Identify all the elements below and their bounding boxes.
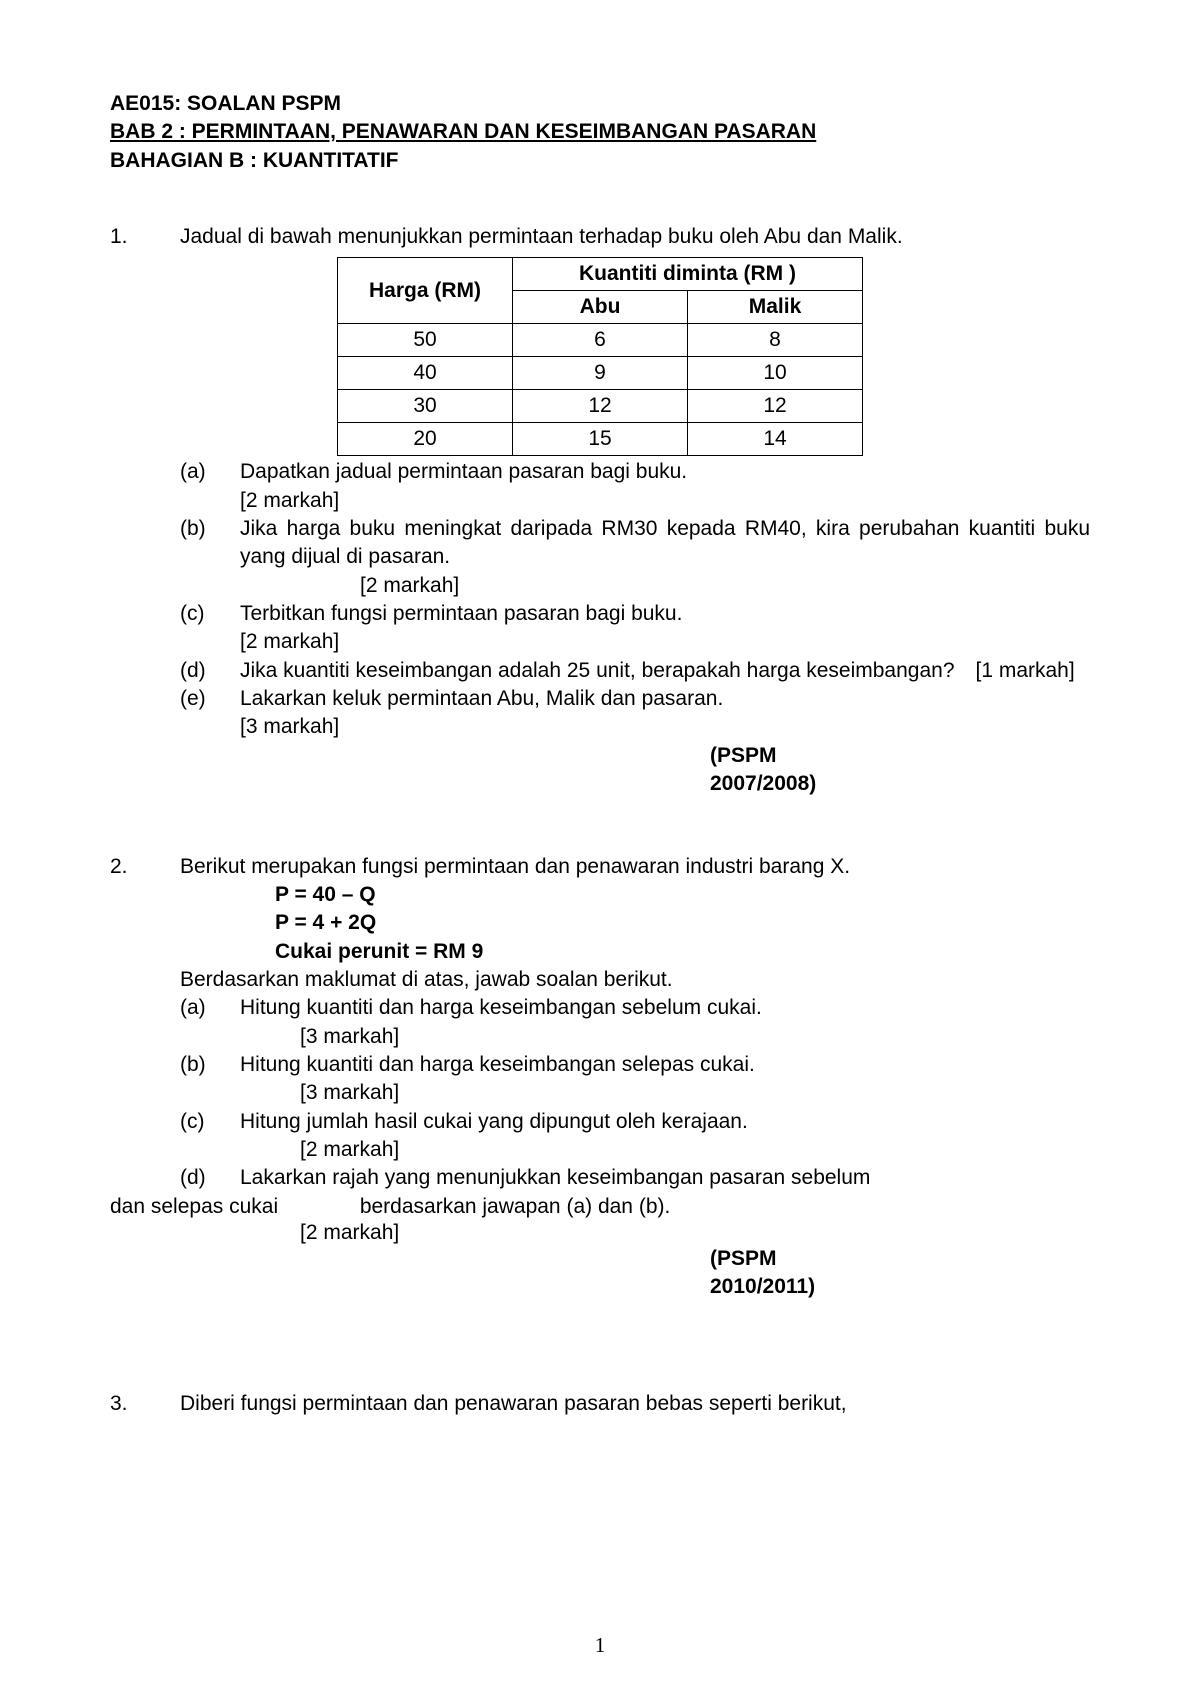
q2-intro-row: 2. Berikut merupakan fungsi permintaan d… xyxy=(110,853,1090,881)
q1-number: 1. xyxy=(110,223,180,251)
q2d-row-line2: dan selepas cukai berdasarkan jawapan (a… xyxy=(110,1193,1090,1221)
q1b-label: (b) xyxy=(180,515,240,600)
q2a-marks: [3 markah] xyxy=(240,1023,1090,1051)
q2-source-line2: 2010/2011) xyxy=(710,1273,1090,1301)
q2c-marks: [2 markah] xyxy=(240,1136,1090,1164)
cell-abu: 6 xyxy=(513,324,688,357)
cell-malik: 8 xyxy=(688,324,863,357)
q1-source-line1: (PSPM xyxy=(710,742,1090,770)
q2c-label: (c) xyxy=(180,1108,240,1165)
cell-malik: 10 xyxy=(688,357,863,390)
cell-harga: 50 xyxy=(338,324,513,357)
header-course: AE015: SOALAN PSPM xyxy=(110,90,1090,118)
q1c-marks: [2 markah] xyxy=(240,628,1090,656)
th-abu: Abu xyxy=(513,291,688,324)
q1d-row: (d) Jika kuantiti keseimbangan adalah 25… xyxy=(110,657,1090,685)
q2a-text: Hitung kuantiti dan harga keseimbangan s… xyxy=(240,994,1090,1022)
q1c-text: Terbitkan fungsi permintaan pasaran bagi… xyxy=(240,600,1090,628)
header-section: BAHAGIAN B : KUANTITATIF xyxy=(110,147,1090,175)
q2d-line2-suffix: berdasarkan jawapan (a) dan (b). xyxy=(360,1195,671,1218)
q3-number: 3. xyxy=(110,1390,180,1418)
q1a-marks: [2 markah] xyxy=(240,487,1090,515)
cell-abu: 9 xyxy=(513,357,688,390)
q1d-text: Jika kuantiti keseimbangan adalah 25 uni… xyxy=(240,657,1090,685)
q2a-row: (a) Hitung kuantiti dan harga keseimbang… xyxy=(110,994,1090,1051)
q1a-label: (a) xyxy=(180,458,240,515)
q1-table-wrap: Harga (RM) Kuantiti diminta (RM ) Abu Ma… xyxy=(110,257,1090,456)
header-chapter: BAB 2 : PERMINTAAN, PENAWARAN DAN KESEIM… xyxy=(110,118,1090,146)
q2d-label: (d) xyxy=(180,1164,240,1192)
q1e-text: Lakarkan keluk permintaan Abu, Malik dan… xyxy=(240,685,1090,713)
document-header: AE015: SOALAN PSPM BAB 2 : PERMINTAAN, P… xyxy=(110,90,1090,175)
q2d-row-line1: (d) Lakarkan rajah yang menunjukkan kese… xyxy=(110,1164,1090,1192)
th-kuantiti: Kuantiti diminta (RM ) xyxy=(513,258,863,291)
q2-source: (PSPM 2010/2011) xyxy=(710,1245,1090,1302)
table-row: 20 15 14 xyxy=(338,423,863,456)
q1e-label: (e) xyxy=(180,685,240,742)
q2b-text: Hitung kuantiti dan harga keseimbangan s… xyxy=(240,1051,1090,1079)
q1e-row: (e) Lakarkan keluk permintaan Abu, Malik… xyxy=(110,685,1090,742)
q2d-marks: [2 markah] xyxy=(110,1221,1090,1245)
q2d-line2-prefix: dan selepas cukai xyxy=(110,1195,278,1218)
q1a-row: (a) Dapatkan jadual permintaan pasaran b… xyxy=(110,458,1090,515)
th-malik: Malik xyxy=(688,291,863,324)
q1b-marks: [2 markah] xyxy=(240,572,1090,600)
q1b-text: Jika harga buku meningkat daripada RM30 … xyxy=(240,515,1090,572)
q2b-label: (b) xyxy=(180,1051,240,1108)
cell-malik: 14 xyxy=(688,423,863,456)
q2c-row: (c) Hitung jumlah hasil cukai yang dipun… xyxy=(110,1108,1090,1165)
q2-intro2-row: Berdasarkan maklumat di atas, jawab soal… xyxy=(110,966,1090,994)
table-row: 40 9 10 xyxy=(338,357,863,390)
q1-intro-row: 1. Jadual di bawah menunjukkan permintaa… xyxy=(110,223,1090,251)
q2-intro: Berikut merupakan fungsi permintaan dan … xyxy=(180,853,1090,881)
th-harga: Harga (RM) xyxy=(338,258,513,324)
q1c-label: (c) xyxy=(180,600,240,657)
q1-source-line2: 2007/2008) xyxy=(710,770,1090,798)
q1-source: (PSPM 2007/2008) xyxy=(710,742,1090,799)
q1b-row: (b) Jika harga buku meningkat daripada R… xyxy=(110,515,1090,600)
cell-harga: 30 xyxy=(338,390,513,423)
q2d-text-line1: Lakarkan rajah yang menunjukkan keseimba… xyxy=(240,1164,1090,1192)
q1-intro: Jadual di bawah menunjukkan permintaan t… xyxy=(180,223,1090,251)
q2-eq1: P = 40 – Q xyxy=(275,881,1090,909)
table-row: 50 6 8 xyxy=(338,324,863,357)
q2-eq2: P = 4 + 2Q xyxy=(275,909,1090,937)
q2c-text: Hitung jumlah hasil cukai yang dipungut … xyxy=(240,1108,1090,1136)
table-row: 30 12 12 xyxy=(338,390,863,423)
q2b-row: (b) Hitung kuantiti dan harga keseimbang… xyxy=(110,1051,1090,1108)
q1e-marks: [3 markah] xyxy=(240,713,1090,741)
exam-page: AE015: SOALAN PSPM BAB 2 : PERMINTAAN, P… xyxy=(0,0,1200,1698)
q3-intro-row: 3. Diberi fungsi permintaan dan penawara… xyxy=(110,1390,1090,1418)
cell-malik: 12 xyxy=(688,390,863,423)
page-number: 1 xyxy=(0,1633,1200,1658)
q1a-text: Dapatkan jadual permintaan pasaran bagi … xyxy=(240,458,1090,486)
q2-number: 2. xyxy=(110,853,180,881)
q1c-row: (c) Terbitkan fungsi permintaan pasaran … xyxy=(110,600,1090,657)
cell-abu: 15 xyxy=(513,423,688,456)
q2-eq3: Cukai perunit = RM 9 xyxy=(275,938,1090,966)
q2-equations: P = 40 – Q P = 4 + 2Q Cukai perunit = RM… xyxy=(110,881,1090,966)
cell-abu: 12 xyxy=(513,390,688,423)
q2b-marks: [3 markah] xyxy=(240,1079,1090,1107)
cell-harga: 40 xyxy=(338,357,513,390)
q2-source-line1: (PSPM xyxy=(710,1245,1090,1273)
q2a-label: (a) xyxy=(180,994,240,1051)
q2-intro2: Berdasarkan maklumat di atas, jawab soal… xyxy=(180,966,1090,994)
cell-harga: 20 xyxy=(338,423,513,456)
q3-intro: Diberi fungsi permintaan dan penawaran p… xyxy=(180,1390,1090,1418)
q1-table: Harga (RM) Kuantiti diminta (RM ) Abu Ma… xyxy=(337,257,863,456)
q1d-label: (d) xyxy=(180,657,240,685)
